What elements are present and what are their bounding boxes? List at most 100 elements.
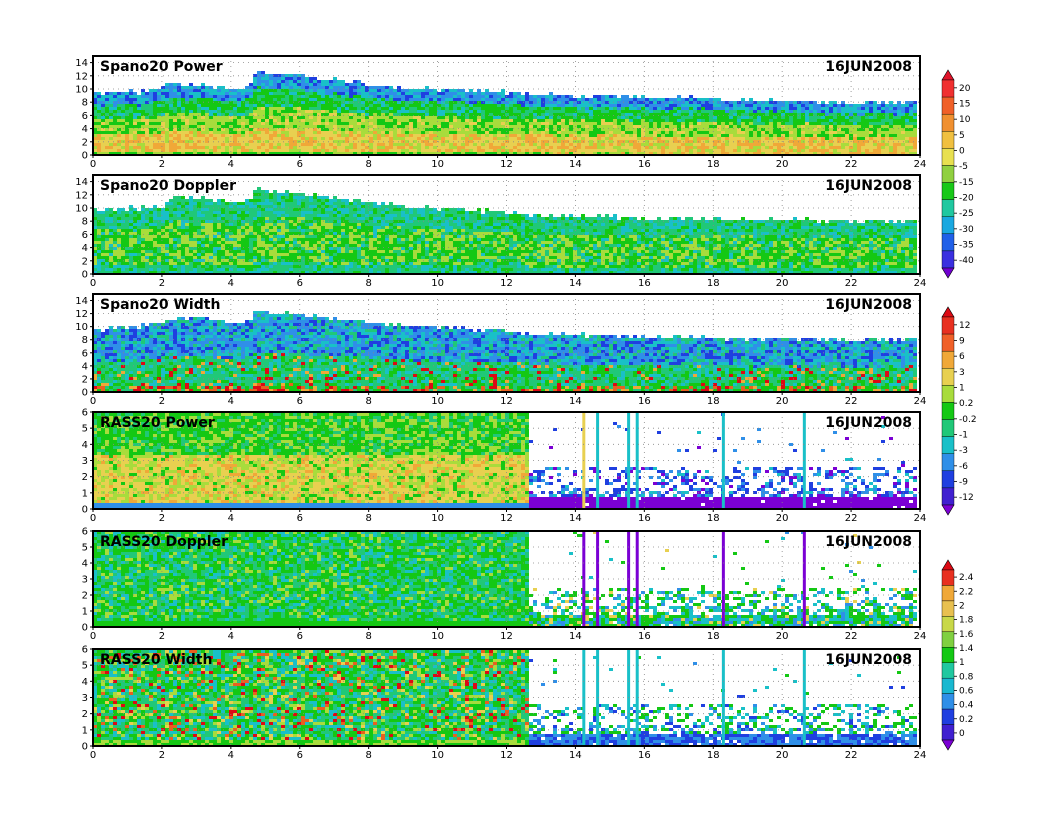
x-tick-label: 14 — [569, 750, 582, 761]
x-tick-label: 18 — [707, 396, 720, 407]
y-tick-label: 10 — [75, 322, 88, 333]
colorbar-swatch — [942, 217, 954, 234]
colorbar-swatch — [942, 694, 954, 709]
y-tick-label: 2 — [82, 374, 88, 385]
x-tick-label: 12 — [500, 513, 513, 524]
x-tick-label: 16 — [638, 159, 651, 170]
y-tick-label: 12 — [75, 71, 88, 82]
y-tick-label: 2 — [82, 137, 88, 148]
colorbar-swatch — [942, 601, 954, 616]
colorbar-swatch — [942, 471, 954, 488]
colorbar-label: -20 — [959, 194, 974, 204]
colorbar-swatch — [942, 183, 954, 200]
x-tick-label: 24 — [914, 631, 927, 642]
x-tick-label: 6 — [297, 396, 303, 407]
colorbar-swatch — [942, 488, 954, 505]
y-tick-label: 0 — [82, 505, 88, 516]
y-tick-label: 4 — [82, 124, 88, 135]
panel-title: RASS20 Doppler — [100, 534, 228, 550]
x-tick-label: 4 — [228, 396, 234, 407]
colorbar-swatch — [942, 420, 954, 437]
x-tick-label: 20 — [776, 159, 789, 170]
colorbar-swatch — [942, 148, 954, 165]
y-tick-label: 3 — [82, 575, 88, 586]
x-tick-label: 24 — [914, 396, 927, 407]
x-tick-label: 16 — [638, 278, 651, 289]
y-tick-label: 0 — [82, 270, 88, 281]
colorbar-label: -12 — [959, 493, 974, 503]
y-tick-label: 8 — [82, 217, 88, 228]
x-tick-label: 8 — [365, 278, 371, 289]
panel-date: 16JUN2008 — [825, 652, 912, 668]
colorbar-label: 12 — [959, 321, 970, 331]
y-tick-label: 0 — [82, 151, 88, 162]
colorbar-swatch — [942, 585, 954, 600]
colorbar-swatch — [942, 80, 954, 97]
panel-date: 16JUN2008 — [825, 297, 912, 313]
colorbar-swatch — [942, 616, 954, 631]
x-tick-label: 10 — [431, 631, 444, 642]
colorbar-label: -9 — [959, 478, 968, 488]
y-tick-label: 6 — [82, 348, 88, 359]
colorbar-label: 1.6 — [959, 630, 974, 640]
colorbar-label: -15 — [959, 178, 974, 188]
x-tick-label: 0 — [90, 750, 96, 761]
x-tick-label: 18 — [707, 278, 720, 289]
colorbar-label: 20 — [959, 84, 971, 94]
x-tick-label: 20 — [776, 278, 789, 289]
colorbar-label: 1 — [959, 384, 965, 394]
y-tick-label: 2 — [82, 709, 88, 720]
x-tick-label: 18 — [707, 159, 720, 170]
y-tick-label: 6 — [82, 645, 88, 656]
y-tick-label: 14 — [75, 296, 88, 307]
y-tick-label: 6 — [82, 111, 88, 122]
x-tick-label: 10 — [431, 159, 444, 170]
x-tick-label: 10 — [431, 396, 444, 407]
x-tick-label: 12 — [500, 278, 513, 289]
colorbar-label: 9 — [959, 337, 965, 347]
colorbar-label: 2 — [959, 601, 965, 611]
colorbar-swatch — [942, 165, 954, 182]
x-tick-label: 10 — [431, 750, 444, 761]
colorbar-label: 2.2 — [959, 587, 973, 597]
x-tick-label: 22 — [845, 631, 858, 642]
x-tick-label: 12 — [500, 396, 513, 407]
colorbar-swatch — [942, 200, 954, 217]
colorbar-label: 0 — [959, 147, 965, 157]
x-tick-label: 8 — [365, 396, 371, 407]
colorbar-label: -25 — [959, 209, 974, 219]
x-tick-label: 22 — [845, 159, 858, 170]
panel-title: RASS20 Power — [100, 415, 215, 431]
y-tick-label: 3 — [82, 456, 88, 467]
y-tick-label: 8 — [82, 335, 88, 346]
x-tick-label: 24 — [914, 513, 927, 524]
colorbar-swatch — [942, 663, 954, 678]
colorbar-swatch — [942, 351, 954, 368]
colorbar-swatch — [942, 385, 954, 402]
panel-title: Spano20 Width — [100, 297, 220, 313]
x-tick-label: 10 — [431, 513, 444, 524]
colorbar-stack: 20151050-5-15-20-25-30-35-401296310.2-0.… — [942, 70, 977, 750]
y-tick-label: 6 — [82, 527, 88, 538]
y-tick-label: 4 — [82, 243, 88, 254]
y-tick-label: 0 — [82, 742, 88, 753]
x-tick-label: 16 — [638, 750, 651, 761]
colorbar-swatch — [942, 437, 954, 454]
y-tick-label: 4 — [82, 440, 88, 451]
x-tick-label: 22 — [845, 750, 858, 761]
x-tick-label: 2 — [159, 396, 165, 407]
colorbar-label: 0 — [959, 729, 965, 739]
x-tick-label: 0 — [90, 396, 96, 407]
x-tick-label: 6 — [297, 631, 303, 642]
x-tick-label: 10 — [431, 278, 444, 289]
colorbar-label: -3 — [959, 446, 968, 456]
panel-title: Spano20 Doppler — [100, 178, 236, 194]
y-tick-label: 4 — [82, 559, 88, 570]
colorbar-swatch — [942, 334, 954, 351]
colorbar-swatch — [942, 632, 954, 647]
